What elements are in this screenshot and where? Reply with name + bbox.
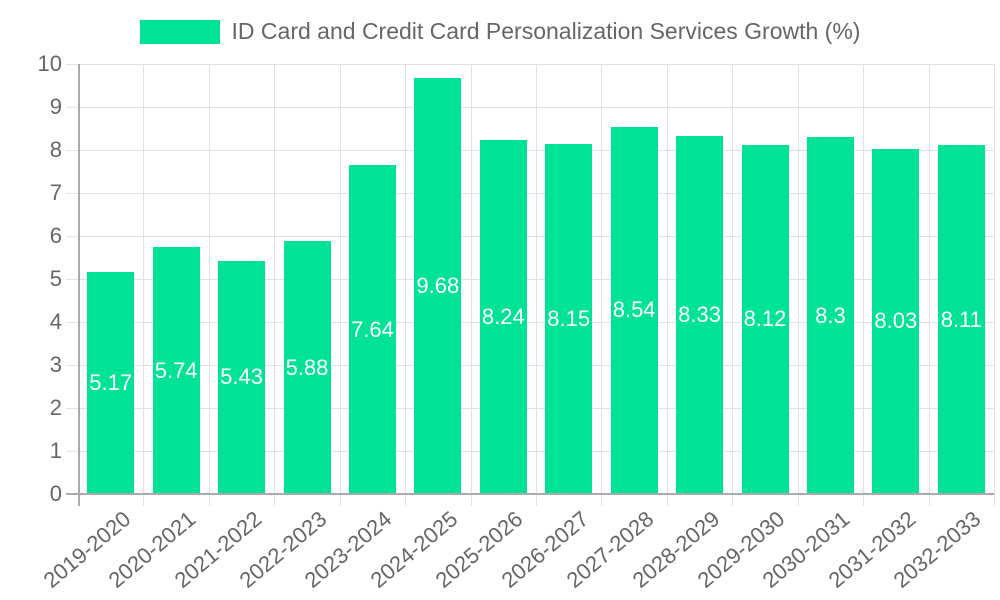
y-tick-label: 9 <box>49 94 62 119</box>
gridline-vertical <box>994 64 995 506</box>
gridline-vertical <box>274 64 276 506</box>
gridline-vertical <box>601 64 603 506</box>
bar-value-label: 8.3 <box>815 302 846 328</box>
legend-swatch[interactable] <box>139 19 220 44</box>
gridline-horizontal <box>66 150 994 151</box>
y-tick-label: 8 <box>49 137 62 162</box>
y-tick-label: 5 <box>49 266 62 291</box>
bar-value-label: 7.64 <box>351 316 394 342</box>
bar-value-label: 5.88 <box>285 354 329 380</box>
bar-2026-2027[interactable]: 8.15 <box>545 143 593 494</box>
gridline-vertical <box>208 64 210 506</box>
y-tick-label: 7 <box>49 180 62 205</box>
y-tick-label: 10 <box>37 51 62 76</box>
gridline-horizontal <box>66 322 994 323</box>
plot-area: 0 1 2 3 4 5 6 7 8 9 10 5.17 5.74 5.43 5.88 7.64 9.68 8.24… <box>38 51 995 593</box>
gridline-vertical <box>666 64 668 506</box>
bar-value-label: 8.24 <box>481 303 525 329</box>
bar-value-label: 9.68 <box>416 272 460 298</box>
gridline-vertical <box>405 64 407 506</box>
gridline-vertical <box>928 64 930 506</box>
y-tick-label: 4 <box>49 309 62 334</box>
legend-label: ID Card and Credit Card Personalization … <box>231 18 861 44</box>
bar-2030-2031[interactable]: 8.3 <box>806 137 854 494</box>
bar-2020-2021[interactable]: 5.74 <box>152 247 200 494</box>
gridline-horizontal <box>66 279 994 280</box>
gridline-horizontal <box>66 193 994 194</box>
bar-value-label: 8.33 <box>678 301 721 327</box>
bar-2019-2020[interactable]: 5.17 <box>87 271 135 494</box>
gridline-horizontal <box>66 365 994 366</box>
bar-2021-2022[interactable]: 5.43 <box>218 260 266 494</box>
bar-value-label: 8.11 <box>940 306 982 332</box>
bar-value-label: 8.54 <box>612 297 656 323</box>
bar-2027-2028[interactable]: 8.54 <box>610 126 658 494</box>
gridline-horizontal <box>66 451 994 452</box>
x-axis-line <box>66 493 994 495</box>
bar-2023-2024[interactable]: 7.64 <box>348 165 396 494</box>
gridline-horizontal <box>66 408 994 409</box>
bar-value-label: 8.03 <box>874 308 918 334</box>
y-tick-label: 0 <box>49 481 62 506</box>
gridline-horizontal <box>66 107 994 108</box>
gridline-vertical <box>470 64 472 506</box>
y-tick-label: 2 <box>49 395 62 420</box>
gridline-horizontal <box>66 236 994 237</box>
bar-2024-2025[interactable]: 9.68 <box>414 77 462 494</box>
y-axis-line <box>78 64 80 506</box>
gridline-horizontal <box>66 64 994 65</box>
bar-value-label: 5.43 <box>220 364 263 390</box>
y-tick-label: 3 <box>49 352 62 377</box>
bar-2028-2029[interactable]: 8.33 <box>676 135 724 494</box>
y-tick-label: 1 <box>49 438 62 463</box>
gridline-vertical <box>732 64 734 506</box>
bar-2029-2030[interactable]: 8.12 <box>741 144 789 494</box>
bar-2031-2032[interactable]: 8.03 <box>872 148 920 494</box>
bar-2032-2033[interactable]: 8.11 <box>937 145 985 494</box>
chart-legend: ID Card and Credit Card Personalization … <box>0 18 1000 45</box>
gridline-vertical <box>143 64 145 506</box>
bar-value-label: 8.15 <box>547 305 591 331</box>
gridline-vertical <box>339 64 341 506</box>
gridline-vertical <box>863 64 865 506</box>
y-tick-label: 6 <box>49 223 62 248</box>
gridline-vertical <box>797 64 799 506</box>
gridline-vertical <box>536 64 537 506</box>
bar-value-label: 5.17 <box>89 369 133 395</box>
bar-value-label: 8.12 <box>743 306 787 332</box>
bar-2025-2026[interactable]: 8.24 <box>479 139 527 494</box>
bar-2022-2023[interactable]: 5.88 <box>283 241 331 494</box>
bar-value-label: 5.74 <box>154 357 198 383</box>
